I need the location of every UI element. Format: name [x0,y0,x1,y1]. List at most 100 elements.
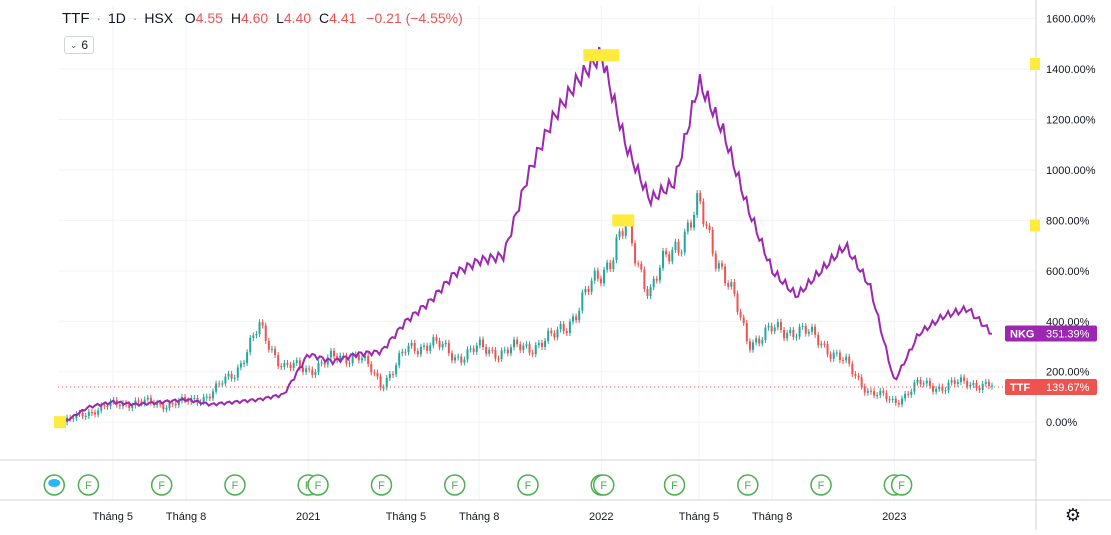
ttf-candle [919,379,922,385]
event-marker[interactable] [663,474,686,496]
ttf-candle [891,398,894,400]
ttf-candle [609,262,612,270]
symbol-legend: TTF · 1D · HSX O4.55 H4.60 L4.40 C4.41 −… [62,10,463,27]
ttf-candle [100,405,103,411]
highlight-axis-1400 [1030,58,1040,71]
ttf-candle [705,224,708,227]
ttf-candle [258,322,261,334]
event-marker[interactable] [810,474,832,496]
ttf-candle [699,193,702,202]
ttf-candle [236,367,239,378]
ttf-candle [947,382,950,391]
ttf-candle [413,342,416,352]
y-tick-label: 1200.00% [1046,115,1096,127]
ttf-candle [419,346,422,355]
event-marker[interactable] [890,474,913,496]
ttf-candle [876,395,879,397]
ttf-candle [575,316,578,321]
ttf-candle [367,355,370,365]
ttf-candle [261,322,264,326]
ttf-candle [385,378,388,388]
ttf-candle [208,396,211,399]
event-marker[interactable] [150,474,173,496]
y-tick-label: 1400.00% [1046,64,1096,76]
ttf-candle [823,343,826,345]
ttf-candle [531,352,534,355]
y-tick-label: 400.00% [1046,316,1090,328]
event-marker[interactable] [443,474,466,496]
ttf-candle [730,282,733,287]
x-tick-label: 2022 [589,511,613,523]
ttf-candle [733,282,736,294]
event-marker[interactable] [307,474,329,496]
ttf-candle [693,214,696,228]
ttf-candle [410,342,413,346]
ttf-candle [388,374,391,379]
ttf-candle [550,330,553,334]
ttf-candle [838,352,841,361]
ttf-candle [146,397,149,400]
ttf-candle [429,345,432,351]
ttf-candle [298,360,301,368]
ttf-candle [450,353,453,361]
ttf-candle [773,327,776,332]
ttf-candle [717,263,720,269]
ttf-candle [817,334,820,346]
gear-icon[interactable]: ⚙ [1064,505,1082,525]
ttf-candle [863,386,866,393]
ttf-candle [665,250,668,255]
ttf-candle [478,339,481,346]
ttf-candle [395,365,398,375]
symbol-name[interactable]: TTF [62,10,90,27]
ttf-candle [277,355,280,367]
ttf-candle [714,253,717,269]
x-tick-label: Tháng 5 [386,511,426,523]
ttf-candle [339,355,342,361]
event-marker[interactable] [592,474,615,496]
event-marker[interactable] [77,474,100,496]
ttf-candle [314,372,317,376]
ttf-candle [624,222,627,236]
ttf-candle [922,383,925,385]
ttf-candle [590,280,593,292]
ttf-candle [745,322,748,342]
legend-separator: · [132,10,138,26]
ttf-candle [423,345,426,347]
interval-label[interactable]: 1D [107,10,126,26]
ttf-candle [94,412,97,415]
ttf-candle [264,325,267,341]
ttf-candle [357,354,360,361]
ttf-candle [283,362,286,367]
ttf-candle [329,350,332,358]
indicators-toggle-button[interactable]: ⌄ 6 [64,36,94,54]
event-marker[interactable] [517,474,539,496]
ttf-candle [218,383,221,385]
event-marker[interactable] [737,474,759,496]
ttf-candle [991,385,993,387]
ttf-candle [289,364,292,369]
ttf-candle [174,403,177,406]
ttf-candle [748,341,751,350]
ttf-candle [215,383,218,392]
ttf-candle [128,404,131,409]
ttf-candle [109,401,112,407]
ttf-candle [832,352,835,359]
ttf-candle [568,321,571,334]
ttf-candle [668,254,671,262]
ttf-candle [308,368,311,370]
ttf-candle [795,336,798,338]
ttf-candle [727,283,730,287]
y-tick-label: 800.00% [1046,215,1090,227]
ttf-candle [711,229,714,254]
ttf-candle [966,380,969,387]
ttf-candle [547,330,550,341]
ttf-candle [894,398,897,403]
event-marker[interactable] [224,474,246,496]
change-value: −0.21 (−4.55%) [366,10,463,26]
close-value: 4.41 [329,10,357,26]
x-tick-label: Tháng 5 [93,511,133,523]
ttf-candle [469,348,472,350]
event-marker[interactable] [370,474,393,496]
